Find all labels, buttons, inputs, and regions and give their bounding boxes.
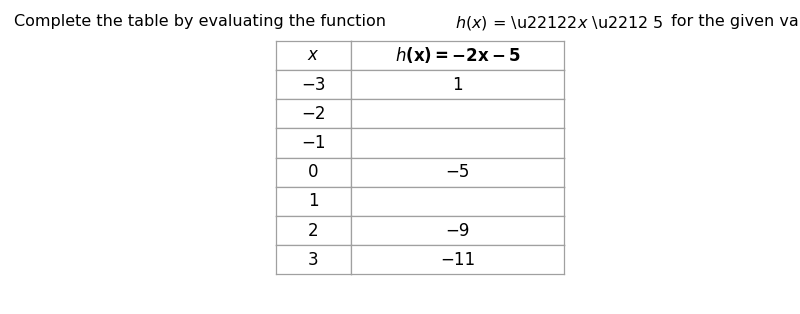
Text: −3: −3 bbox=[301, 76, 326, 94]
Text: 1: 1 bbox=[452, 76, 462, 94]
Text: −2: −2 bbox=[301, 105, 326, 123]
Text: −1: −1 bbox=[301, 134, 326, 152]
Text: $\mathit{x}$: $\mathit{x}$ bbox=[307, 46, 320, 64]
Text: −11: −11 bbox=[440, 251, 475, 269]
Text: Complete the table by evaluating the function: Complete the table by evaluating the fun… bbox=[14, 14, 391, 29]
Text: 2: 2 bbox=[308, 222, 318, 240]
Text: for the given values of: for the given values of bbox=[666, 14, 800, 29]
Text: 3: 3 bbox=[308, 251, 318, 269]
Text: −9: −9 bbox=[446, 222, 470, 240]
Text: −5: −5 bbox=[446, 163, 470, 181]
Text: $\mathit{h}$($\mathit{x}$) = \u22122$\mathit{x}$ \u2212 5: $\mathit{h}$($\mathit{x}$) = \u22122$\ma… bbox=[455, 14, 664, 32]
Text: $\mathbf{\mathit{h}(x) = {-}2x - 5}$: $\mathbf{\mathit{h}(x) = {-}2x - 5}$ bbox=[394, 46, 520, 65]
Text: 0: 0 bbox=[308, 163, 318, 181]
Text: 1: 1 bbox=[308, 192, 318, 210]
